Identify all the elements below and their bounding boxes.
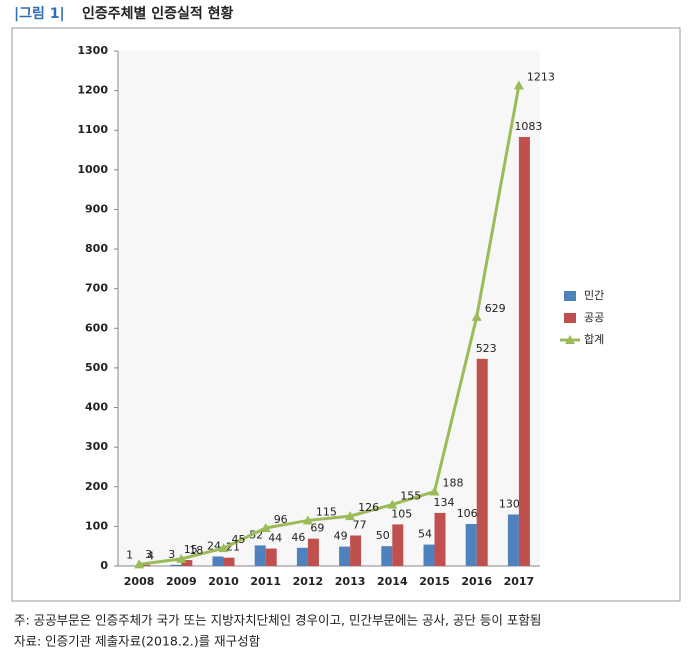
bar	[434, 512, 446, 566]
data-label: 4	[147, 549, 154, 562]
y-tick-label: 700	[85, 282, 108, 295]
bar	[476, 358, 488, 566]
y-tick-label: 0	[100, 559, 108, 572]
bar	[181, 560, 193, 566]
legend-swatch	[564, 291, 576, 301]
line-marker	[302, 515, 313, 525]
line-marker	[218, 543, 229, 553]
bar	[392, 524, 404, 566]
y-tick-label: 900	[85, 202, 108, 215]
data-label: 96	[274, 513, 288, 526]
x-tick-label: 2009	[166, 575, 197, 588]
legend-swatch	[564, 313, 576, 323]
x-tick-label: 2008	[124, 575, 155, 588]
line-marker	[513, 80, 524, 90]
line	[138, 85, 521, 566]
x-tick-label: 2015	[419, 575, 450, 588]
bar	[307, 538, 319, 566]
data-label: 18	[189, 544, 203, 557]
data-label: 629	[485, 302, 506, 315]
y-tick-label: 200	[85, 480, 108, 493]
y-tick-label: 300	[85, 440, 108, 453]
chart-title: 인증주체별 인증실적 현황	[82, 5, 234, 22]
line-marker	[387, 499, 398, 509]
plot-area	[118, 51, 540, 566]
data-label: 106	[457, 507, 478, 520]
legend-swatch	[565, 335, 575, 344]
note: 주: 공공부문은 인증주체가 국가 또는 지방자치단체인 경우이고, 민간부문에…	[14, 613, 541, 628]
data-label: 1213	[527, 70, 555, 83]
data-label: 3	[168, 548, 175, 561]
x-tick-label: 2012	[293, 575, 324, 588]
bar	[212, 556, 224, 566]
data-label: 44	[268, 532, 282, 545]
data-label: 134	[434, 496, 455, 509]
data-label: 50	[376, 529, 390, 542]
data-label: 46	[291, 531, 305, 544]
bar	[254, 545, 266, 566]
line-marker	[176, 553, 187, 563]
data-label: 69	[310, 522, 324, 535]
chart-frame	[11, 27, 681, 602]
y-tick-label: 1000	[77, 163, 108, 176]
bar	[223, 557, 235, 566]
bar	[518, 136, 530, 566]
bar	[139, 564, 151, 566]
bar	[423, 544, 435, 566]
bar	[265, 548, 277, 566]
data-label: 49	[334, 530, 348, 543]
line-marker	[134, 559, 145, 569]
data-label: 126	[358, 501, 379, 514]
bar	[507, 514, 519, 566]
data-label: 155	[400, 490, 421, 503]
x-tick-label: 2013	[335, 575, 366, 588]
figure-label: |그림 1|	[14, 6, 65, 22]
bar	[381, 546, 393, 566]
data-label: 1083	[514, 120, 542, 133]
data-label: 3	[145, 548, 152, 561]
line-marker	[345, 511, 356, 521]
data-label: 77	[353, 518, 367, 531]
data-label: 15	[184, 543, 198, 556]
y-tick-label: 1200	[77, 84, 108, 97]
data-label: 188	[443, 477, 464, 490]
legend-label: 공공	[584, 311, 604, 324]
source: 자료: 인증기관 제출자료(2018.2.)를 재구성함	[14, 634, 261, 649]
line-marker	[429, 486, 440, 496]
data-label: 45	[232, 533, 246, 546]
y-tick-label: 600	[85, 321, 108, 334]
data-label: 130	[499, 498, 520, 511]
x-tick-label: 2010	[208, 575, 239, 588]
line-marker	[471, 311, 482, 321]
legend-label: 민간	[584, 289, 604, 302]
data-label: 115	[316, 505, 337, 518]
line-marker	[260, 522, 271, 532]
bar	[296, 547, 308, 566]
data-label: 54	[418, 528, 432, 541]
y-tick-label: 800	[85, 242, 108, 255]
x-tick-label: 2014	[377, 575, 408, 588]
bar	[170, 564, 182, 566]
y-tick-label: 400	[85, 401, 108, 414]
x-tick-label: 2017	[504, 575, 535, 588]
data-label: 1	[126, 549, 133, 562]
x-tick-label: 2016	[461, 575, 492, 588]
y-tick-label: 100	[85, 519, 108, 532]
data-label: 523	[476, 342, 497, 355]
y-tick-label: 1300	[77, 44, 108, 57]
bar	[350, 535, 362, 566]
data-label: 105	[391, 507, 412, 520]
legend-label: 합계	[584, 333, 604, 346]
bar	[339, 546, 351, 566]
y-tick-label: 1100	[77, 123, 108, 136]
y-tick-label: 500	[85, 361, 108, 374]
x-tick-label: 2011	[250, 575, 281, 588]
bar	[465, 524, 477, 566]
